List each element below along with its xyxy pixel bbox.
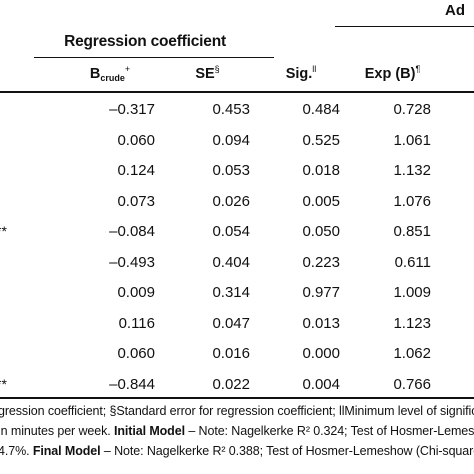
exp-b-cell: 1.123 — [393, 314, 431, 332]
table-row: 0.073 0.026 0.005 1.076 — [0, 184, 474, 222]
sig-cell: 0.018 — [302, 162, 340, 179]
regression-coefficient-title: Regression coefficient — [64, 33, 226, 50]
footnote-line-3: 4.7%. Final Model – Note: Nagelkerke R² … — [0, 444, 474, 458]
table-bottom-rule — [0, 397, 474, 399]
exp-b-cell: 0.766 — [393, 375, 431, 393]
b-crude-cell: 0.116 — [118, 314, 155, 332]
group-title-rule — [34, 57, 274, 58]
b-crude-cell: –0.493 — [109, 253, 155, 271]
exp-b-cell: 1.132 — [393, 162, 431, 179]
exp-b-cell: 1.009 — [393, 284, 431, 301]
se-cell: 0.047 — [212, 314, 250, 332]
b-crude-cell: 0.073 — [117, 192, 155, 210]
se-cell: 0.026 — [212, 192, 250, 210]
sig-cell: 0.005 — [302, 192, 340, 210]
b-crude-cell: 0.124 — [117, 162, 155, 179]
b-crude-cell: –0.084 — [109, 223, 155, 240]
exp-b-cell: 0.611 — [394, 253, 431, 271]
table-row: 0.060 0.016 0.000 1.062 — [0, 336, 474, 374]
se-cell: 0.404 — [212, 253, 250, 271]
b-crude-cell: 0.060 — [117, 345, 155, 362]
sig-cell: 0.050 — [302, 223, 340, 240]
row-marker: ** — [0, 375, 7, 392]
sig-cell: 0.484 — [302, 101, 340, 118]
exp-b-cell: 0.851 — [393, 223, 431, 240]
adjusted-group-header: Ad — [445, 2, 465, 19]
table-row: –0.317 0.453 0.484 0.728 — [0, 92, 474, 130]
se-cell: 0.016 — [212, 345, 250, 362]
row-marker: ** — [0, 223, 7, 239]
column-header-sig: Sig.ll — [285, 64, 317, 82]
b-crude-cell: –0.317 — [109, 101, 155, 118]
b-crude-cell: 0.009 — [117, 284, 155, 301]
column-header-exp-b: Exp (B)¶ — [364, 64, 421, 82]
exp-b-cell: 0.728 — [393, 101, 431, 118]
table-row: 0.124 0.053 0.018 1.132 — [0, 153, 474, 191]
b-crude-cell: 0.060 — [117, 131, 155, 149]
table-row: 0.009 0.314 0.977 1.009 — [0, 275, 474, 313]
column-header-b-crude: Bcrude+ — [89, 64, 131, 83]
se-cell: 0.453 — [212, 101, 250, 118]
footnote-line-2: in minutes per week. Initial Model – Not… — [0, 424, 474, 438]
table-row: –0.493 0.404 0.223 0.611 — [0, 245, 474, 283]
se-cell: 0.094 — [212, 131, 250, 149]
sig-cell: 0.977 — [302, 284, 340, 301]
exp-b-cell: 1.062 — [393, 345, 431, 362]
table-row: 0.116 0.047 0.013 1.123 — [0, 306, 474, 344]
table-row: 0.060 0.094 0.525 1.061 — [0, 123, 474, 161]
exp-b-cell: 1.061 — [393, 131, 431, 149]
se-cell: 0.022 — [212, 375, 250, 393]
se-cell: 0.054 — [212, 223, 250, 240]
header-bottom-rule — [0, 91, 474, 93]
sig-cell: 0.223 — [302, 253, 340, 271]
footnote-line-1: gression coefficient; §Standard error fo… — [0, 404, 474, 418]
se-cell: 0.314 — [212, 284, 250, 301]
sig-cell: 0.004 — [302, 375, 340, 393]
sig-cell: 0.013 — [302, 314, 340, 332]
sig-cell: 0.525 — [302, 131, 340, 149]
table-row: ** –0.084 0.054 0.050 0.851 — [0, 214, 474, 252]
adjusted-group-rule — [335, 26, 474, 27]
se-cell: 0.053 — [212, 162, 250, 179]
b-crude-cell: –0.844 — [109, 375, 155, 393]
sig-cell: 0.000 — [302, 345, 340, 362]
exp-b-cell: 1.076 — [393, 192, 431, 210]
column-header-se: SE§ — [195, 64, 220, 82]
table-row: ** –0.844 0.022 0.004 0.766 — [0, 367, 474, 405]
